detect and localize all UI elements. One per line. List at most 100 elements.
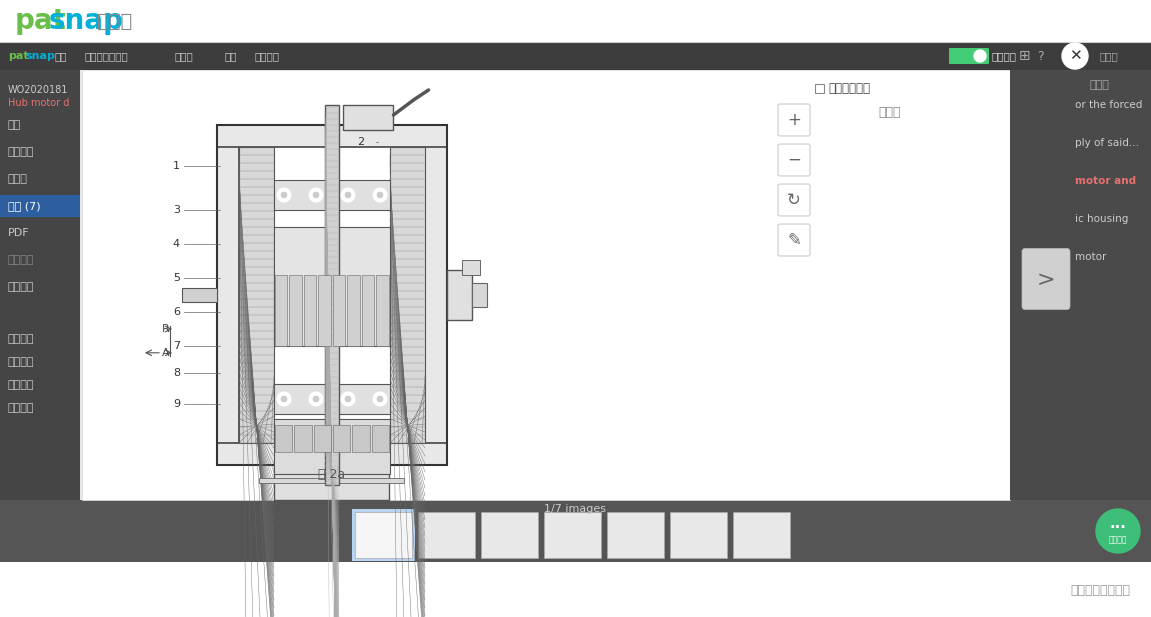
Bar bbox=[333, 275, 345, 346]
Text: A: A bbox=[162, 348, 169, 358]
Text: ···: ··· bbox=[1110, 520, 1127, 534]
Bar bbox=[0, 70, 81, 500]
Circle shape bbox=[277, 188, 291, 202]
Bar bbox=[218, 443, 447, 465]
Circle shape bbox=[345, 396, 351, 402]
Bar bbox=[425, 125, 447, 465]
Bar bbox=[319, 275, 331, 346]
Text: 隐藏标号说明: 隐藏标号说明 bbox=[828, 81, 870, 94]
Bar bbox=[390, 147, 425, 443]
Circle shape bbox=[313, 396, 319, 402]
Circle shape bbox=[345, 192, 351, 198]
Bar bbox=[352, 424, 369, 452]
Text: snap: snap bbox=[25, 51, 55, 61]
Text: −: − bbox=[787, 151, 801, 169]
Text: 6: 6 bbox=[173, 307, 180, 317]
Circle shape bbox=[341, 392, 355, 406]
FancyBboxPatch shape bbox=[778, 144, 810, 176]
Text: or the forced: or the forced bbox=[1075, 100, 1143, 110]
Text: 附图 (7): 附图 (7) bbox=[8, 201, 40, 211]
Text: 专利: 专利 bbox=[55, 51, 68, 61]
Bar bbox=[304, 275, 317, 346]
Text: 相似专利: 相似专利 bbox=[8, 380, 35, 390]
Circle shape bbox=[373, 392, 387, 406]
Bar bbox=[376, 275, 389, 346]
Text: 图 2a: 图 2a bbox=[319, 468, 345, 481]
Bar bbox=[348, 275, 360, 346]
Text: 5: 5 bbox=[173, 273, 180, 283]
Text: 7: 7 bbox=[173, 341, 180, 351]
Bar bbox=[363, 275, 374, 346]
Bar bbox=[182, 288, 218, 302]
Circle shape bbox=[378, 396, 383, 402]
Text: ?: ? bbox=[1037, 49, 1043, 62]
Circle shape bbox=[308, 188, 323, 202]
Bar bbox=[275, 424, 292, 452]
Bar bbox=[290, 275, 302, 346]
Text: 摘要: 摘要 bbox=[8, 120, 21, 130]
Circle shape bbox=[378, 192, 383, 198]
FancyBboxPatch shape bbox=[950, 48, 989, 64]
Bar bbox=[355, 512, 412, 558]
Text: ply of said...: ply of said... bbox=[1075, 138, 1139, 148]
Bar bbox=[481, 512, 538, 558]
Text: 无数据: 无数据 bbox=[878, 107, 901, 120]
Text: 9: 9 bbox=[173, 399, 180, 409]
Bar bbox=[218, 125, 239, 465]
Bar bbox=[295, 424, 312, 452]
Text: ✎: ✎ bbox=[787, 231, 801, 249]
Bar bbox=[462, 260, 480, 275]
Text: ic housing: ic housing bbox=[1075, 214, 1128, 224]
Text: 1/7 images: 1/7 images bbox=[544, 504, 605, 514]
Bar bbox=[0, 500, 1151, 562]
Text: 数据来源：智慧芽: 数据来源：智慧芽 bbox=[1070, 584, 1130, 597]
Text: Hub motor d: Hub motor d bbox=[8, 98, 69, 108]
Bar bbox=[815, 84, 824, 93]
Text: +: + bbox=[787, 111, 801, 129]
Bar bbox=[239, 147, 274, 443]
Circle shape bbox=[1062, 43, 1088, 69]
Text: pat: pat bbox=[8, 51, 29, 61]
Bar bbox=[372, 424, 389, 452]
Bar bbox=[352, 509, 416, 561]
Bar bbox=[218, 125, 447, 147]
Text: WO2020181: WO2020181 bbox=[8, 85, 68, 95]
Bar bbox=[1009, 70, 1151, 500]
Text: 3: 3 bbox=[173, 205, 180, 215]
Text: 法律信息: 法律信息 bbox=[8, 282, 35, 292]
Text: 说明书: 说明书 bbox=[8, 174, 28, 184]
Text: 引用信息: 引用信息 bbox=[8, 334, 35, 344]
Bar bbox=[325, 105, 340, 485]
Text: ↻: ↻ bbox=[787, 191, 801, 209]
Text: ✕: ✕ bbox=[1068, 49, 1082, 64]
Bar bbox=[274, 419, 390, 474]
Text: 人名: 人名 bbox=[224, 51, 237, 61]
Bar bbox=[447, 270, 472, 320]
Bar bbox=[0, 0, 1151, 42]
Bar bbox=[472, 283, 487, 307]
Text: 8: 8 bbox=[173, 368, 180, 378]
Bar bbox=[607, 512, 664, 558]
Bar bbox=[82, 70, 1009, 500]
Text: 权利要求: 权利要求 bbox=[8, 147, 35, 157]
Circle shape bbox=[341, 188, 355, 202]
Text: 专利跟踪: 专利跟踪 bbox=[256, 51, 280, 61]
Text: 智能附图: 智能附图 bbox=[992, 51, 1017, 61]
Text: PDF: PDF bbox=[8, 228, 30, 238]
Bar bbox=[0, 42, 1151, 70]
Text: 方法搜索学模型: 方法搜索学模型 bbox=[85, 51, 129, 61]
Text: snap: snap bbox=[49, 7, 124, 35]
Circle shape bbox=[281, 192, 287, 198]
Text: motor and: motor and bbox=[1075, 176, 1136, 186]
Text: 4: 4 bbox=[173, 239, 180, 249]
Text: motor: motor bbox=[1075, 252, 1106, 262]
Circle shape bbox=[373, 188, 387, 202]
Bar bbox=[218, 125, 447, 465]
Text: 相关文献: 相关文献 bbox=[8, 403, 35, 413]
Text: >: > bbox=[1037, 270, 1055, 289]
Bar bbox=[274, 384, 390, 414]
Bar bbox=[274, 227, 390, 346]
Text: 双视图: 双视图 bbox=[1100, 51, 1119, 61]
FancyBboxPatch shape bbox=[1022, 249, 1070, 310]
Bar bbox=[0, 195, 81, 217]
